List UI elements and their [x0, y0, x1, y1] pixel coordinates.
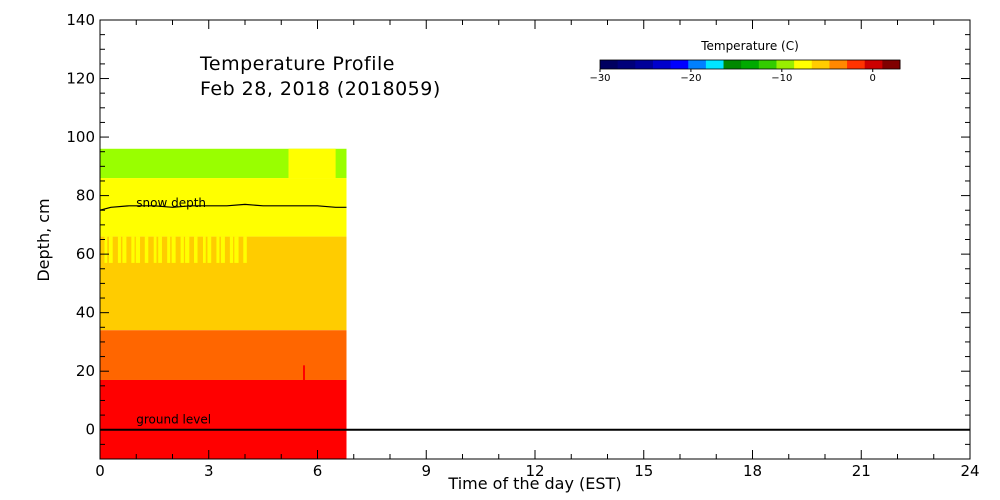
colorbar-cell	[882, 60, 901, 69]
colorbar-cell	[635, 60, 654, 69]
x-axis-ticks: 0 3 6 9 12 15 18 21 24	[95, 20, 980, 480]
colorbar-tick-label: −10	[771, 73, 792, 84]
ground-level-layer: ground level	[100, 413, 970, 431]
heatmap-streak	[180, 236, 184, 263]
y-axis-ticks: 0 20 40 60 80 100 120 140	[66, 11, 970, 460]
heatmap-streak	[216, 236, 220, 263]
snow-depth-label: snow depth	[136, 196, 206, 210]
heatmap-features	[104, 148, 336, 380]
colorbar-cell	[723, 60, 742, 69]
colorbar-ticks: −30 −20 −10 0	[589, 69, 876, 84]
x-tick-label: 21	[852, 462, 871, 480]
colorbar-cell	[776, 60, 795, 69]
y-tick-label: 20	[76, 362, 95, 380]
colorbar-cell	[794, 60, 813, 69]
heatmap-streak	[220, 236, 225, 263]
heatmap-streak	[194, 236, 198, 263]
heatmap-layer	[100, 148, 347, 459]
y-axis-label: Depth, cm	[34, 198, 53, 281]
x-tick-label: 3	[204, 462, 214, 480]
heatmap-streak	[108, 236, 113, 263]
heatmap-streak	[122, 236, 127, 263]
heatmap-streak	[229, 236, 234, 263]
x-axis-label: Time of the day (EST)	[447, 474, 621, 493]
heatmap-streak	[131, 236, 135, 263]
colorbar-cell	[705, 60, 725, 69]
colorbar-cell	[652, 60, 672, 69]
heatmap-streak	[207, 236, 212, 263]
heatmap-streak	[135, 236, 141, 263]
colorbar-cell	[829, 60, 848, 69]
colorbar-cell	[864, 60, 883, 69]
colorbar-tick-label: −20	[680, 73, 701, 84]
heatmap-layer-band	[100, 379, 347, 459]
colorbar-cell	[688, 60, 707, 69]
colorbar-tick-label: 0	[870, 73, 876, 84]
colorbar-title: Temperature (C)	[700, 39, 799, 53]
x-tick-label: 18	[743, 462, 762, 480]
heatmap-streak	[243, 236, 247, 263]
ground-level-label: ground level	[136, 413, 211, 427]
x-tick-label: 24	[960, 462, 979, 480]
colorbar-cell	[741, 60, 760, 69]
y-tick-label: 80	[76, 187, 95, 205]
y-tick-label: 140	[66, 11, 95, 29]
colorbar-cells	[599, 59, 901, 70]
y-tick-label: 0	[85, 421, 95, 439]
heatmap-feature	[288, 148, 336, 179]
colorbar-border	[599, 59, 901, 70]
colorbar-cell	[617, 60, 636, 69]
chart-subtitle: Feb 28, 2018 (2018059)	[200, 78, 441, 100]
y-tick-label: 60	[76, 245, 95, 263]
heatmap-layer-band	[100, 178, 347, 237]
x-tick-label: 9	[421, 462, 431, 480]
heatmap-streak	[202, 236, 206, 263]
x-tick-label: 15	[634, 462, 653, 480]
snow-depth-line	[99, 203, 347, 211]
heatmap-feature	[303, 365, 305, 380]
heatmap-streak	[185, 236, 190, 263]
x-tick-label: 12	[525, 462, 544, 480]
colorbar-cell	[670, 60, 689, 69]
colorbar-cell	[811, 60, 830, 69]
heatmap-streak	[234, 236, 239, 263]
heatmap-streak	[167, 236, 171, 263]
colorbar-cell	[758, 60, 777, 69]
heatmap-streak	[117, 236, 121, 263]
heatmap-streak	[171, 236, 176, 263]
snow-depth-layer: snow depth	[99, 196, 347, 211]
colorbar: Temperature (C) −30 −20 −10 0	[589, 39, 901, 84]
chart-title: Temperature Profile	[199, 53, 395, 75]
x-tick-label: 0	[95, 462, 105, 480]
y-tick-label: 100	[66, 128, 95, 146]
heatmap-streak	[153, 236, 157, 263]
heatmap-streak	[104, 236, 108, 263]
y-tick-label: 120	[66, 70, 95, 88]
heatmap-streak	[158, 236, 162, 263]
y-tick-label: 40	[76, 304, 95, 322]
heatmap-layer-band	[100, 330, 347, 380]
colorbar-tick-label: −30	[589, 73, 610, 84]
colorbar-cell	[847, 60, 866, 69]
colorbar-cell	[600, 60, 619, 69]
x-tick-label: 6	[313, 462, 323, 480]
heatmap-streak	[144, 236, 149, 263]
